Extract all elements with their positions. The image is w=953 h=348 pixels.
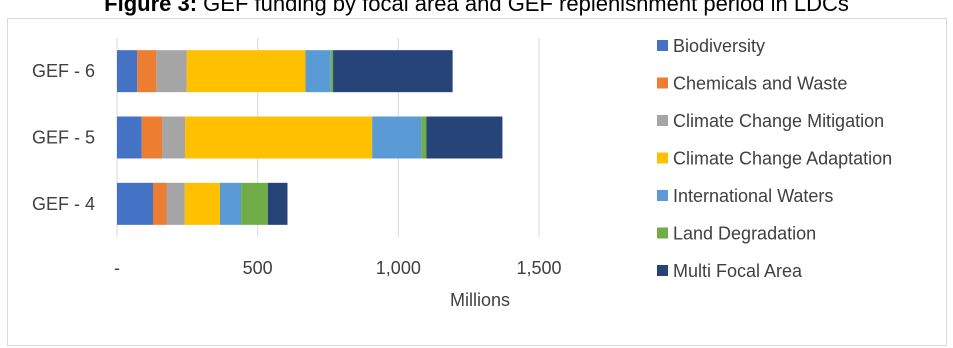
x-tick-label: 1,000 [376, 258, 421, 278]
bar-gef-6-multi-focal-area [333, 50, 453, 93]
bar-gef-6-chemicals-and-waste [137, 50, 157, 93]
legend-swatch-land-degradation [657, 227, 668, 239]
legend-label-climate-change-adaptation: Climate Change Adaptation [673, 149, 892, 169]
bars [117, 50, 503, 225]
bar-gef-5-climate-change-adaptation [185, 116, 373, 159]
chart-title: Figure 3: GEF funding by focal area and … [0, 0, 953, 17]
x-tick-label: 1,500 [516, 258, 561, 278]
legend-label-climate-change-mitigation: Climate Change Mitigation [673, 111, 884, 131]
legend-swatch-biodiversity [657, 40, 668, 51]
category-labels: GEF - 6 GEF - 5 GEF - 4 [32, 61, 95, 214]
bar-gef-4-multi-focal-area [267, 182, 288, 225]
figure-number: Figure 3: [104, 0, 198, 16]
bar-gef-4-climate-change-adaptation [184, 182, 220, 225]
x-tick-label: - [114, 258, 120, 278]
legend: Biodiversity Chemicals and Waste Climate C… [657, 36, 892, 281]
bar-gef-6-international-waters [305, 50, 331, 93]
category-label: GEF - 5 [32, 128, 95, 148]
legend-swatch-climate-change-adaptation [657, 152, 668, 164]
bar-gef-4-chemicals-and-waste [153, 182, 167, 225]
category-label: GEF - 4 [32, 194, 95, 214]
legend-swatch-climate-change-mitigation [657, 115, 668, 126]
x-tick-label: 500 [243, 258, 273, 278]
figure-caption: GEF funding by focal area and GEF replen… [203, 0, 849, 16]
legend-label-multi-focal-area: Multi Focal Area [673, 261, 803, 281]
bar-gef-6-biodiversity [117, 50, 138, 93]
legend-swatch-multi-focal-area [657, 265, 668, 276]
chart-frame [7, 18, 947, 346]
legend-label-biodiversity: Biodiversity [673, 36, 765, 56]
x-axis-title: Millions [450, 290, 510, 310]
bar-gef-5-multi-focal-area [426, 116, 503, 159]
bar-gef-5-land-degradation [421, 116, 427, 159]
bar-gef-5-climate-change-mitigation [162, 116, 186, 159]
bar-gef-5-biodiversity [117, 116, 142, 159]
bar-gef-5-chemicals-and-waste [141, 116, 163, 159]
bar-gef-6-climate-change-mitigation [156, 50, 187, 93]
legend-swatch-international-waters [657, 190, 668, 201]
bar-gef-5-international-waters [372, 116, 422, 159]
category-label: GEF - 6 [32, 61, 95, 81]
bar-gef-4-climate-change-mitigation [166, 182, 185, 225]
legend-swatch-chemicals-and-waste [657, 77, 668, 89]
bar-gef-4-biodiversity [117, 182, 154, 225]
legend-label-land-degradation: Land Degradation [673, 224, 816, 244]
legend-label-international-waters: International Waters [673, 186, 833, 206]
bar-gef-4-land-degradation [241, 182, 268, 225]
x-tick-labels: - 500 1,000 1,500 [114, 258, 562, 278]
bar-gef-4-international-waters [219, 182, 242, 225]
legend-label-chemicals-and-waste: Chemicals and Waste [673, 74, 847, 94]
bar-gef-6-climate-change-adaptation [186, 50, 306, 93]
bar-gef-6-land-degradation [330, 50, 334, 93]
